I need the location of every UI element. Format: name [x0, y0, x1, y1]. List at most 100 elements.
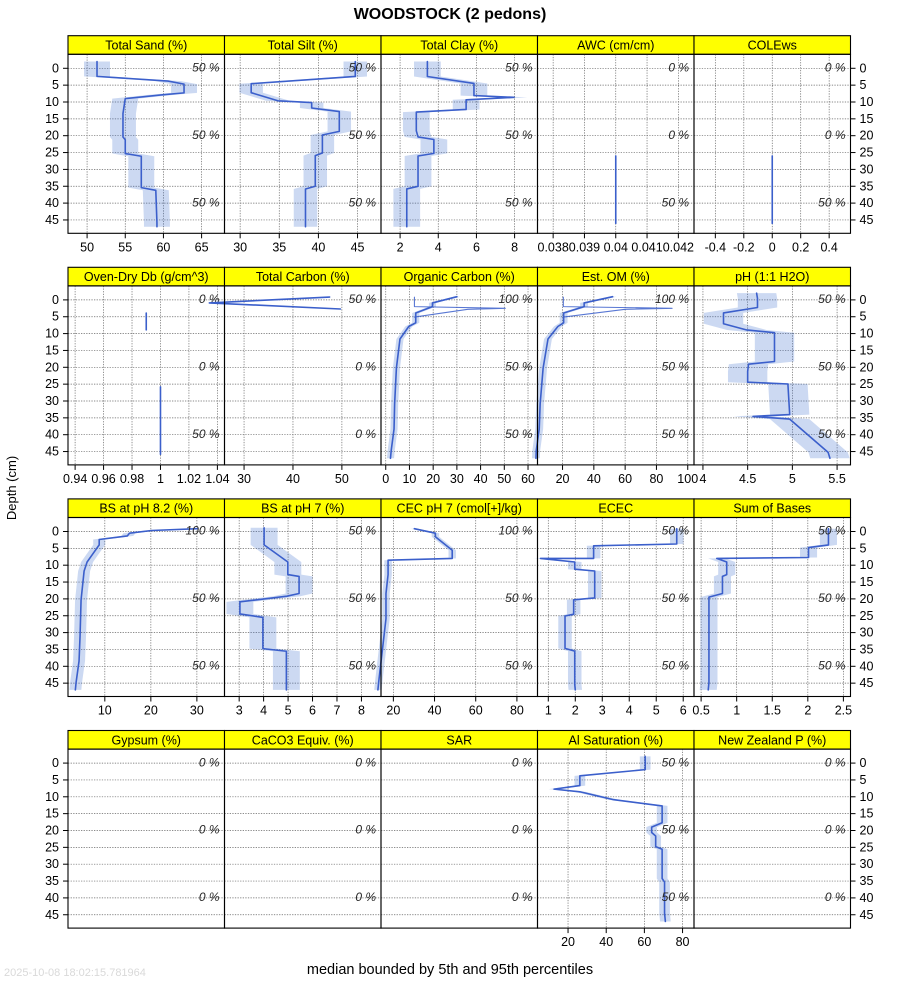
svg-text:60: 60 — [469, 704, 483, 718]
svg-text:10: 10 — [860, 327, 874, 341]
svg-text:4.5: 4.5 — [739, 472, 756, 486]
svg-text:Total Sand (%): Total Sand (%) — [105, 39, 187, 53]
svg-text:30: 30 — [860, 394, 874, 408]
svg-text:0 %: 0 % — [199, 890, 220, 904]
svg-text:pH (1:1 H2O): pH (1:1 H2O) — [735, 270, 809, 284]
svg-text:45: 45 — [351, 240, 365, 254]
svg-text:10: 10 — [402, 472, 416, 486]
svg-text:0 %: 0 % — [512, 890, 533, 904]
svg-text:Organic Carbon (%): Organic Carbon (%) — [404, 270, 515, 284]
svg-text:Gypsum (%): Gypsum (%) — [112, 733, 181, 747]
svg-text:50 %: 50 % — [349, 591, 377, 605]
svg-text:0.04: 0.04 — [604, 240, 628, 254]
svg-text:0 %: 0 % — [825, 823, 846, 837]
svg-text:50 %: 50 % — [349, 524, 377, 538]
svg-text:5: 5 — [860, 773, 867, 787]
svg-text:50 %: 50 % — [505, 195, 533, 209]
svg-text:0 %: 0 % — [668, 128, 689, 142]
svg-text:0 %: 0 % — [355, 359, 376, 373]
svg-text:50 %: 50 % — [192, 128, 220, 142]
svg-text:45: 45 — [860, 908, 874, 922]
svg-text:15: 15 — [860, 343, 874, 357]
svg-text:45: 45 — [45, 908, 59, 922]
svg-text:100: 100 — [677, 472, 698, 486]
svg-text:20: 20 — [45, 592, 59, 606]
svg-text:35: 35 — [45, 874, 59, 888]
svg-text:Total Silt (%): Total Silt (%) — [268, 39, 338, 53]
svg-text:0.039: 0.039 — [569, 240, 600, 254]
svg-text:Est. OM (%): Est. OM (%) — [582, 270, 650, 284]
svg-text:4: 4 — [435, 240, 442, 254]
svg-text:2: 2 — [397, 240, 404, 254]
svg-text:0 %: 0 % — [512, 755, 533, 769]
svg-text:60: 60 — [618, 472, 632, 486]
svg-text:60: 60 — [156, 240, 170, 254]
svg-text:30: 30 — [233, 240, 247, 254]
svg-text:30: 30 — [860, 162, 874, 176]
svg-text:0: 0 — [52, 756, 59, 770]
svg-text:1.04: 1.04 — [205, 472, 229, 486]
svg-text:BS at pH 7 (%): BS at pH 7 (%) — [261, 502, 344, 516]
svg-text:10: 10 — [860, 95, 874, 109]
svg-text:10: 10 — [860, 558, 874, 572]
svg-text:35: 35 — [272, 240, 286, 254]
svg-text:45: 45 — [45, 445, 59, 459]
svg-text:50 %: 50 % — [818, 292, 846, 306]
svg-text:50 %: 50 % — [818, 659, 846, 673]
svg-text:25: 25 — [860, 146, 874, 160]
svg-text:2.5: 2.5 — [835, 704, 852, 718]
svg-text:20: 20 — [556, 472, 570, 486]
svg-text:0 %: 0 % — [512, 823, 533, 837]
svg-text:50 %: 50 % — [818, 591, 846, 605]
svg-text:40: 40 — [860, 891, 874, 905]
svg-text:100 %: 100 % — [655, 292, 689, 306]
svg-text:8: 8 — [511, 240, 518, 254]
svg-text:20: 20 — [45, 823, 59, 837]
svg-text:15: 15 — [45, 807, 59, 821]
svg-text:5: 5 — [860, 310, 867, 324]
svg-text:0: 0 — [860, 524, 867, 538]
svg-text:40: 40 — [860, 428, 874, 442]
svg-text:25: 25 — [45, 377, 59, 391]
svg-text:0 %: 0 % — [355, 427, 376, 441]
svg-text:45: 45 — [860, 445, 874, 459]
svg-text:Depth (cm): Depth (cm) — [4, 456, 19, 520]
svg-text:100 %: 100 % — [498, 292, 532, 306]
svg-text:60: 60 — [637, 935, 651, 949]
svg-text:5: 5 — [52, 773, 59, 787]
svg-text:0 %: 0 % — [199, 359, 220, 373]
svg-text:40: 40 — [860, 196, 874, 210]
svg-text:SAR: SAR — [446, 733, 472, 747]
svg-text:6: 6 — [680, 704, 687, 718]
svg-text:20: 20 — [561, 935, 575, 949]
svg-text:20: 20 — [426, 472, 440, 486]
svg-text:4: 4 — [626, 704, 633, 718]
svg-text:40: 40 — [428, 704, 442, 718]
svg-text:50 %: 50 % — [662, 427, 690, 441]
svg-text:50 %: 50 % — [505, 591, 533, 605]
svg-text:40: 40 — [45, 891, 59, 905]
svg-text:45: 45 — [45, 213, 59, 227]
svg-text:30: 30 — [45, 394, 59, 408]
svg-text:10: 10 — [98, 704, 112, 718]
svg-text:40: 40 — [587, 472, 601, 486]
svg-text:40: 40 — [474, 472, 488, 486]
svg-text:20: 20 — [860, 129, 874, 143]
svg-text:COLEws: COLEws — [748, 39, 797, 53]
svg-text:0 %: 0 % — [825, 890, 846, 904]
svg-text:5: 5 — [52, 310, 59, 324]
svg-text:50 %: 50 % — [349, 60, 377, 74]
svg-text:30: 30 — [860, 857, 874, 871]
svg-text:Sum of Bases: Sum of Bases — [733, 502, 811, 516]
svg-text:0 %: 0 % — [825, 60, 846, 74]
svg-text:40: 40 — [45, 196, 59, 210]
svg-text:5: 5 — [653, 704, 660, 718]
svg-text:0.041: 0.041 — [631, 240, 662, 254]
svg-text:80: 80 — [649, 472, 663, 486]
svg-text:40: 40 — [311, 240, 325, 254]
svg-text:45: 45 — [45, 676, 59, 690]
svg-text:50 %: 50 % — [818, 195, 846, 209]
svg-text:15: 15 — [45, 343, 59, 357]
svg-text:1.02: 1.02 — [177, 472, 201, 486]
svg-text:50 %: 50 % — [662, 195, 690, 209]
